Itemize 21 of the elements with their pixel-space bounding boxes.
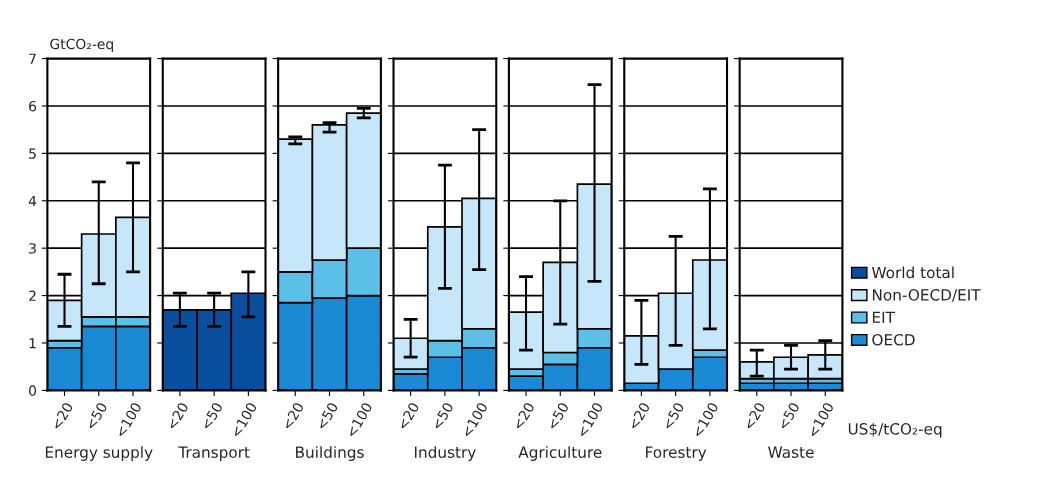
x-axis-title: Transport bbox=[178, 446, 250, 461]
y-axis-title: GtCO₂-eq bbox=[50, 38, 113, 52]
y-tick-label: 1 bbox=[29, 338, 36, 349]
y-tick-label: 4 bbox=[28, 195, 37, 207]
legend-label: World total bbox=[871, 266, 954, 279]
x-axis-title: Agriculture bbox=[518, 446, 602, 461]
text: US$/tCO₂-eq bbox=[848, 422, 942, 438]
x-axis-title: Energy supply bbox=[45, 446, 153, 461]
y-tick-label: 7 bbox=[29, 53, 36, 64]
x-axis-title: Forestry bbox=[646, 446, 707, 461]
y-tick-label: 2 bbox=[29, 290, 36, 301]
legend-label: Non-OECD/EIT bbox=[872, 289, 981, 302]
y-tick-label: 5 bbox=[29, 148, 36, 159]
y-tick-label: 6 bbox=[29, 100, 37, 112]
x-axis-title: Waste bbox=[768, 446, 814, 458]
y-tick-label: 3 bbox=[29, 243, 36, 254]
legend-label: OECD bbox=[872, 333, 915, 346]
x-axis-title: Buildings bbox=[296, 446, 364, 461]
y-tick-label: 0 bbox=[29, 385, 37, 396]
legend-label: EIT bbox=[872, 311, 895, 323]
x-axis-title: Industry bbox=[414, 446, 476, 461]
